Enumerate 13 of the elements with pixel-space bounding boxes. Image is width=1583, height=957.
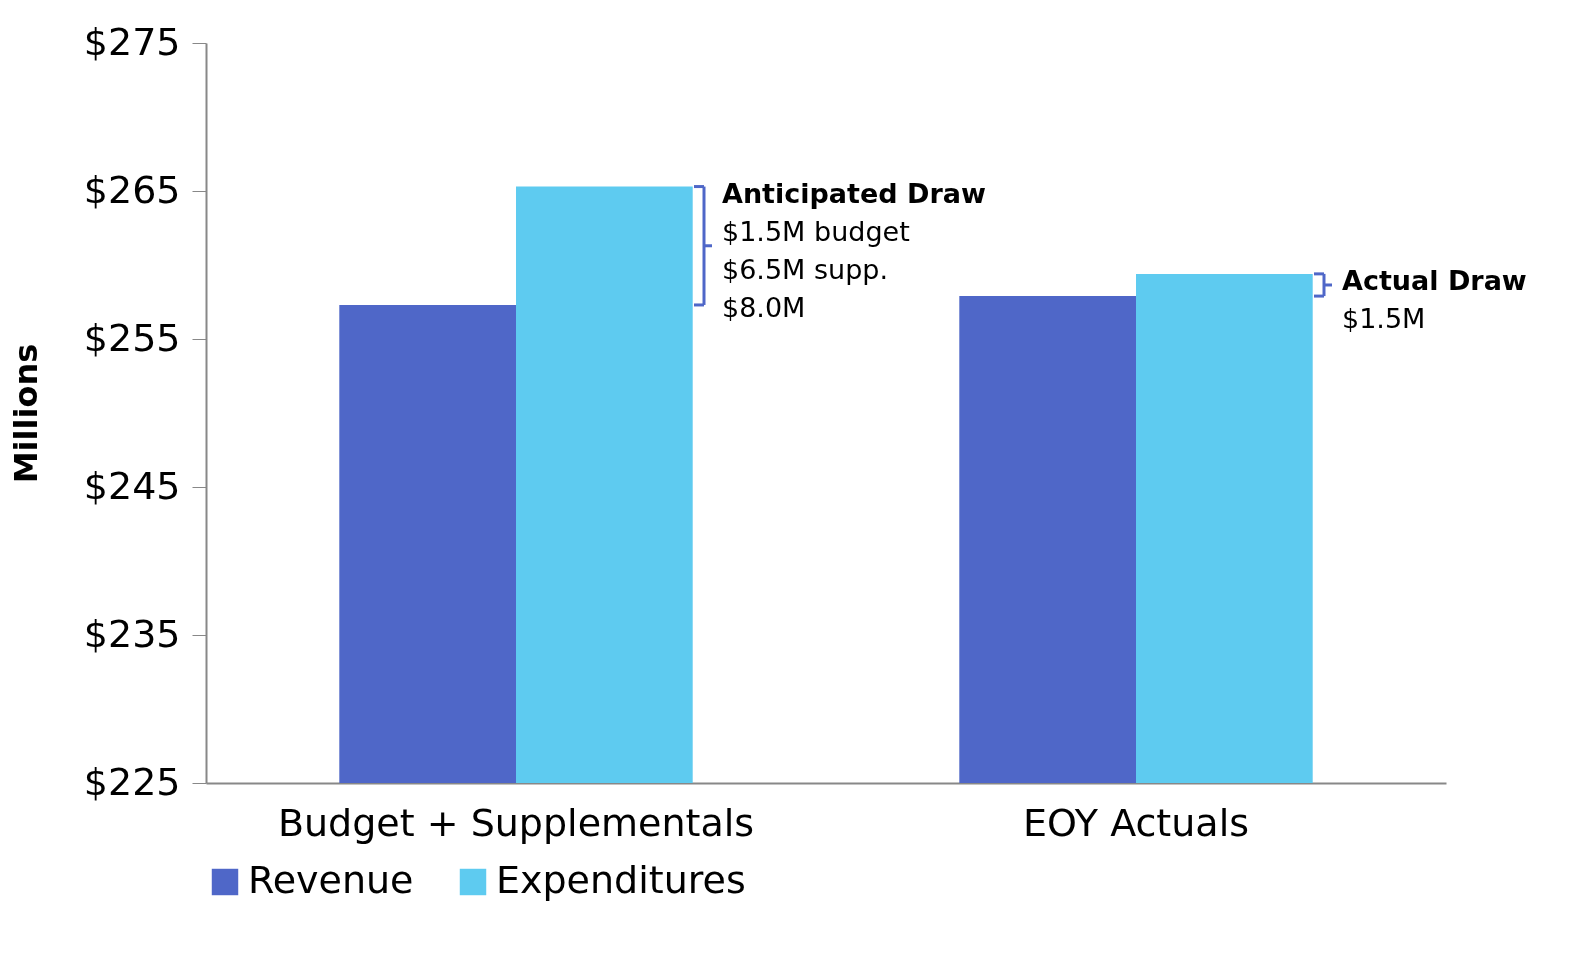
text: Anticipated Draw $1.5M budget $6.5M supp. $8.0M [722, 177, 986, 323]
y-tick-label: $225 [83, 759, 181, 804]
text: Actual Draw $1.5M [1342, 264, 1527, 334]
y-tick-label: $255 [83, 315, 181, 360]
y-tick-label: $245 [83, 463, 181, 508]
y-tick-label: $275 [83, 19, 181, 64]
y-tick-label: $235 [83, 611, 181, 656]
legend-label: Revenue [248, 858, 414, 902]
legend-label: Expenditures [496, 858, 746, 902]
y-axis-title: Millions [6, 343, 45, 484]
x-tick-label: Budget + Supplementals [277, 800, 755, 845]
x-tick-label: EOY Actuals [1023, 800, 1249, 845]
y-tick-label: $265 [83, 167, 181, 212]
